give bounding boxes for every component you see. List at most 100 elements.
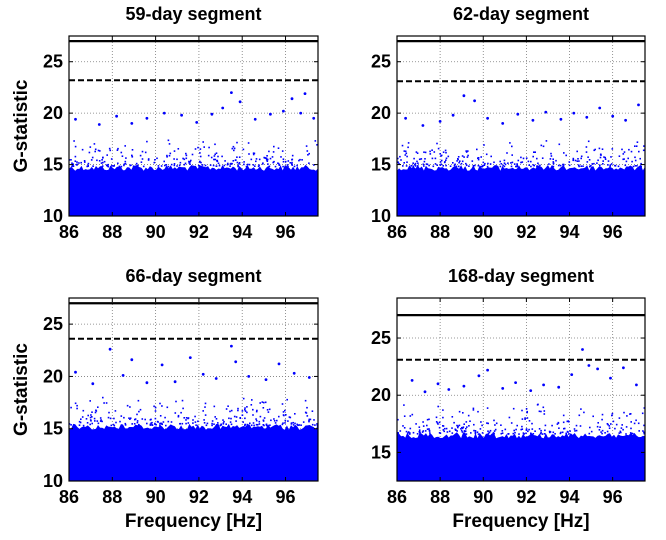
noise-point: [94, 148, 97, 151]
noise-point: [293, 165, 296, 168]
noise-point: [624, 164, 627, 167]
noise-point: [238, 163, 240, 165]
noise-point: [523, 433, 525, 435]
noise-point: [149, 423, 152, 426]
noise-point: [621, 148, 623, 151]
noise-point: [403, 162, 405, 164]
x-tick-label: 94: [232, 222, 252, 242]
x-tick-label: 90: [473, 487, 493, 507]
noise-point: [423, 151, 425, 153]
noise-point: [640, 162, 642, 165]
noise-point: [173, 164, 176, 167]
noise-point: [265, 423, 268, 426]
noise-point: [229, 165, 231, 167]
noise-point: [456, 424, 458, 427]
noise-point: [494, 165, 497, 168]
noise-point: [291, 161, 293, 164]
noise-point: [532, 155, 534, 158]
panel-title: 62-day segment: [453, 4, 589, 24]
noise-point: [216, 159, 218, 162]
data-point: [230, 91, 233, 94]
noise-point: [95, 409, 97, 412]
noise-point: [185, 152, 187, 155]
y-tick-label: 10: [43, 471, 63, 491]
noise-point: [417, 165, 419, 167]
y-tick-label: 10: [43, 206, 63, 226]
noise-point: [533, 164, 535, 167]
noise-point: [246, 411, 248, 414]
noise-point: [634, 159, 637, 162]
noise-point: [179, 161, 182, 164]
noise-point: [557, 421, 560, 424]
noise-point: [242, 397, 245, 400]
noise-point: [527, 160, 530, 163]
noise-point: [118, 165, 121, 168]
noise-point: [622, 153, 625, 155]
noise-point: [150, 422, 152, 424]
noise-point: [161, 423, 163, 426]
noise-point: [249, 422, 251, 425]
noise-point: [487, 422, 489, 425]
noise-point: [589, 426, 591, 429]
noise-point: [620, 431, 622, 434]
noise-point: [285, 414, 287, 416]
data-point: [299, 111, 303, 115]
noise-point: [542, 406, 545, 409]
noise-point: [173, 150, 176, 152]
noise-point: [451, 416, 454, 418]
noise-point: [573, 428, 576, 430]
noise-point: [635, 419, 637, 422]
noise-point: [192, 165, 195, 168]
noise-point: [173, 158, 175, 160]
noise-point: [101, 165, 104, 167]
noise-point: [440, 159, 443, 162]
noise-point: [90, 420, 92, 422]
noise-point: [121, 155, 124, 157]
noise-point: [465, 151, 468, 153]
noise-point: [281, 403, 284, 405]
noise-point: [397, 161, 399, 163]
noise-point: [103, 160, 106, 163]
noise-point: [259, 415, 262, 418]
noise-point: [548, 163, 550, 165]
noise-point: [254, 165, 256, 167]
noise-point: [542, 145, 545, 148]
noise-point: [76, 161, 78, 163]
data-point: [108, 347, 112, 351]
noise-point: [229, 421, 232, 423]
noise-point: [488, 431, 491, 434]
noise-point: [453, 421, 455, 424]
noise-point: [514, 431, 516, 434]
noise-point: [471, 160, 474, 162]
noise-point: [568, 433, 570, 435]
noise-point: [543, 413, 546, 415]
noise-point: [458, 410, 461, 413]
noise-point: [233, 147, 236, 150]
noise-point: [617, 165, 620, 168]
noise-point: [409, 415, 412, 417]
noise-point: [406, 155, 408, 158]
noise-point: [405, 152, 408, 155]
noise-point: [436, 422, 439, 424]
noise-point: [472, 407, 475, 410]
noise-point: [500, 424, 502, 426]
noise-point: [129, 418, 131, 420]
data-point: [529, 389, 533, 392]
noise-point: [197, 146, 199, 149]
noise-point: [457, 165, 460, 168]
noise-point: [175, 400, 177, 403]
noise-point: [611, 412, 614, 415]
noise-point: [522, 157, 525, 160]
plot-frame: [396, 297, 646, 482]
noise-point: [549, 431, 552, 433]
noise-point: [608, 427, 611, 429]
noise-point: [94, 150, 96, 153]
noise-point: [424, 430, 427, 432]
y-tick-label: 15: [43, 155, 63, 175]
noise-point: [165, 164, 168, 166]
noise-point: [614, 427, 616, 430]
noise-point: [313, 419, 315, 421]
noise-point: [559, 432, 562, 435]
noise-point: [213, 158, 215, 161]
noise-point: [80, 418, 82, 420]
